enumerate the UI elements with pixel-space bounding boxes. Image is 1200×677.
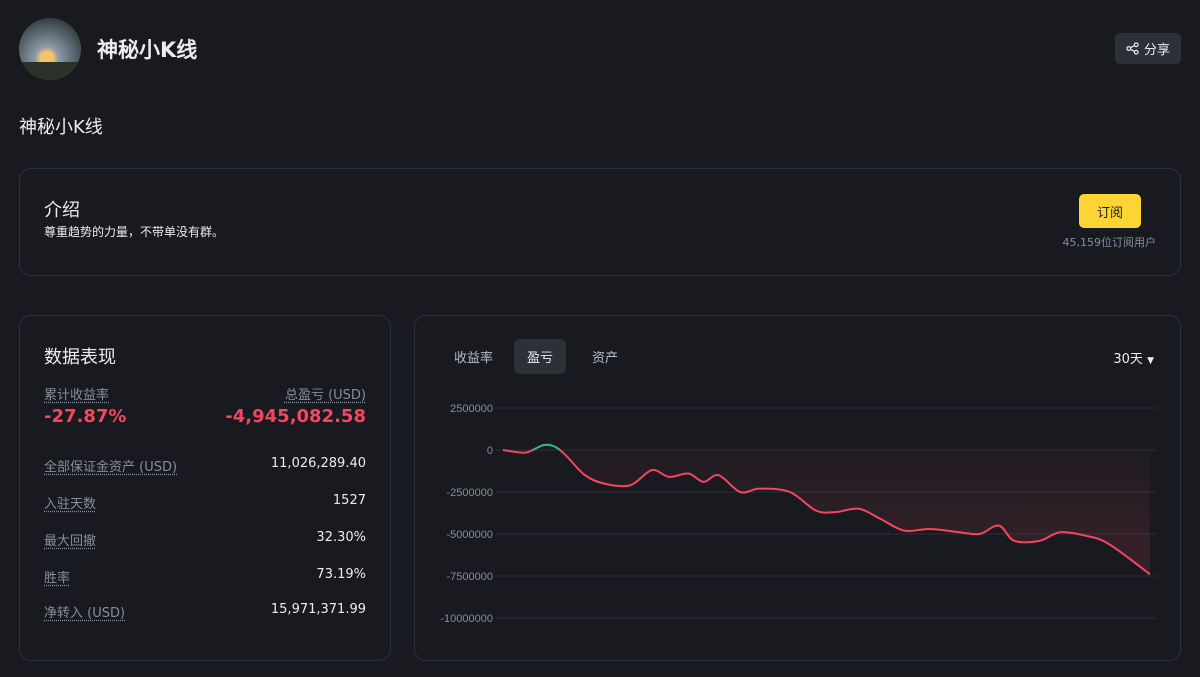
share-icon [1126,42,1139,55]
stat-row: 胜率 73.19% [44,567,366,586]
series-line-loss [502,450,1151,576]
intro-title: 介绍 [44,200,80,221]
stat-value: 1527 [332,493,366,508]
stat-label: 胜率 [44,571,71,586]
pnl-value: -4,945,082.58 [225,406,366,427]
range-dropdown[interactable]: 30天 ▼ [1113,348,1154,367]
tab-assets[interactable]: 资产 [592,351,619,366]
performance-card: 数据表现 累计收益率 总盈亏 (USD) -27.87% -4,945,082.… [19,315,391,661]
stat-value: 11,026,289.40 [270,456,366,471]
caret-down-icon: ▼ [1147,356,1154,366]
stat-row: 全部保证金资产 (USD) 11,026,289.40 [44,456,366,475]
y-tick-label: -2500000 [447,487,494,499]
chart-card: 收益率 盈亏 资产 30天 ▼ 2500000 0 -2500000 -5000000… [414,315,1181,661]
roi-value: -27.87% [44,406,127,427]
y-tick-label: 2500000 [450,403,493,415]
range-label: 30天 [1113,352,1143,367]
stat-value: 15,971,371.99 [270,602,366,617]
intro-description: 尊重趋势的力量，不带单没有群。 [44,225,225,239]
avatar [19,18,81,80]
pnl-chart: 2500000 0 -2500000 -5000000 -7500000 -1000000… [440,403,1156,625]
share-button[interactable]: 分享 [1115,33,1181,64]
roi-label: 累计收益率 [44,388,110,403]
stat-label: 全部保证金资产 (USD) [44,460,178,475]
y-tick-label: -7500000 [447,571,494,583]
stat-row: 入驻天数 1527 [44,493,366,512]
performance-title: 数据表现 [44,347,116,368]
stat-label: 净转入 (USD) [44,606,126,621]
area-fill [503,450,1150,575]
tab-pnl[interactable]: 盈亏 [514,339,567,374]
stat-row: 最大回撤 32.30% [44,530,366,549]
share-label: 分享 [1143,43,1170,58]
profile-name: 神秘小K线 [97,38,198,62]
subscriber-count: 45,159位订阅用户 [1062,236,1157,249]
y-tick-label: -5000000 [447,529,494,541]
intro-card: 介绍 尊重趋势的力量，不带单没有群。 订阅 45,159位订阅用户 [19,168,1181,276]
page-title: 神秘小K线 [19,117,103,138]
stat-value: 73.19% [316,567,366,582]
stat-row: 净转入 (USD) 15,971,371.99 [44,602,366,621]
subscribe-button[interactable]: 订阅 [1079,194,1141,228]
stat-value: 32.30% [316,530,366,545]
stat-label: 入驻天数 [44,497,97,512]
stat-label: 最大回撤 [44,534,97,549]
tab-roi[interactable]: 收益率 [454,351,494,366]
y-tick-label: 0 [487,445,493,457]
pnl-label: 总盈亏 (USD) [284,388,366,403]
y-tick-label: -10000000 [440,613,493,625]
